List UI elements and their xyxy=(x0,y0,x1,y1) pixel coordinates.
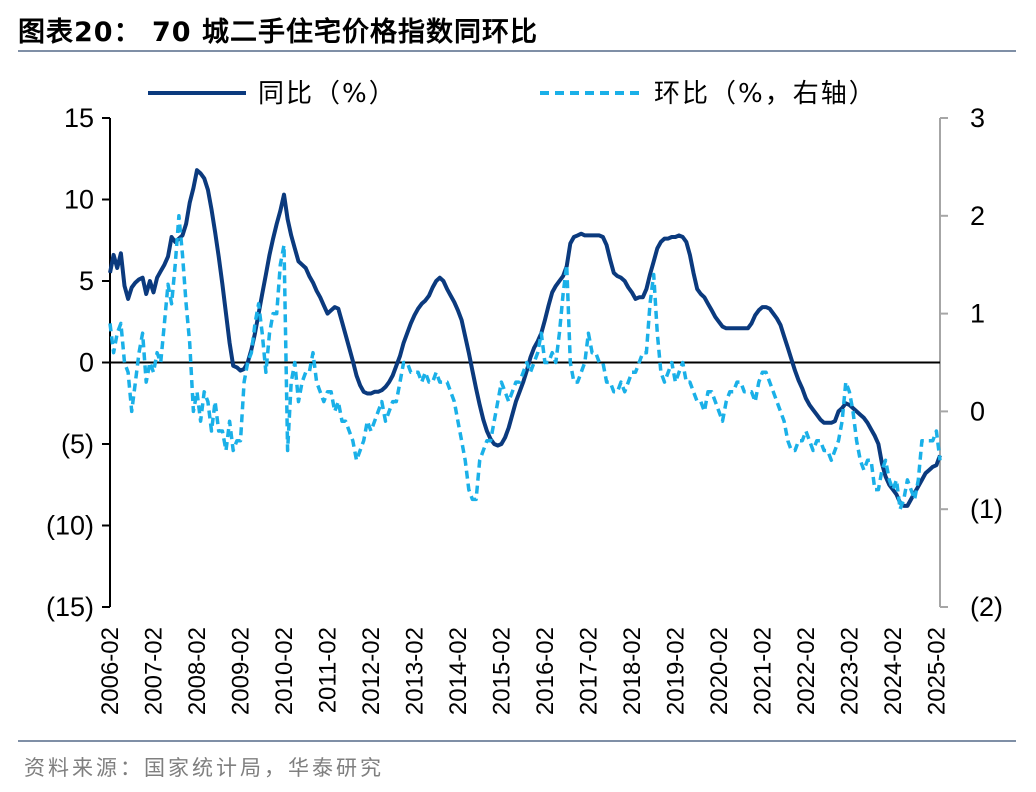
x-tick-label: 2014-02 xyxy=(445,627,472,715)
x-tick-label: 2008-02 xyxy=(184,627,211,715)
legend-mom-label: 环比（%，右轴） xyxy=(654,79,877,109)
x-tick-label: 2013-02 xyxy=(401,627,428,715)
left-tick-label: 10 xyxy=(64,185,94,215)
x-tick-label: 2019-02 xyxy=(662,627,689,715)
right-tick-label: 3 xyxy=(970,103,985,133)
x-tick-label: 2020-02 xyxy=(706,627,733,715)
x-tick-label: 2022-02 xyxy=(793,627,820,715)
left-tick-label: (5) xyxy=(61,429,94,459)
left-tick-label: (10) xyxy=(46,511,94,541)
source-note: 资料来源：国家统计局，华泰研究 xyxy=(24,756,384,780)
legend: 同比（%） 环比（%，右轴） xyxy=(148,79,877,109)
right-tick-label: (2) xyxy=(970,592,1003,622)
x-tick-label: 2006-02 xyxy=(97,627,124,715)
x-tick-label: 2015-02 xyxy=(488,627,515,715)
title-divider xyxy=(18,50,1016,52)
series-mom-line xyxy=(108,214,942,511)
x-tick-label: 2009-02 xyxy=(227,627,254,715)
left-tick-label: 15 xyxy=(64,103,94,133)
left-tick-label: 0 xyxy=(79,348,94,378)
x-tick-label: 2007-02 xyxy=(140,627,167,715)
x-tick-label: 2016-02 xyxy=(532,627,559,715)
chart-area: 同比（%） 环比（%，右轴） 151050(5)(10)(15)3210(1)(… xyxy=(46,79,1003,715)
x-tick-label: 2021-02 xyxy=(749,627,776,715)
series-layer xyxy=(108,168,942,511)
right-tick-label: 0 xyxy=(970,396,985,426)
x-tick-label: 2010-02 xyxy=(271,627,298,715)
x-tick-label: 2012-02 xyxy=(358,627,385,715)
series-yoy-line xyxy=(108,168,942,508)
right-tick-label: (1) xyxy=(970,494,1003,524)
right-tick-label: 1 xyxy=(970,299,985,329)
x-tick-label: 2011-02 xyxy=(314,627,341,713)
right-tick-label: 2 xyxy=(970,201,985,231)
left-tick-label: 5 xyxy=(79,266,94,296)
x-tick-label: 2025-02 xyxy=(923,627,950,715)
chart-title: 图表20： 70 城二手住宅价格指数同环比 xyxy=(18,17,538,48)
x-tick-label: 2018-02 xyxy=(619,627,646,715)
x-tick-label: 2017-02 xyxy=(575,627,602,715)
legend-yoy-label: 同比（%） xyxy=(258,79,397,109)
left-tick-label: (15) xyxy=(46,592,94,622)
x-tick-label: 2023-02 xyxy=(836,627,863,715)
x-tick-label: 2024-02 xyxy=(880,627,907,715)
footer-divider xyxy=(18,740,1016,742)
